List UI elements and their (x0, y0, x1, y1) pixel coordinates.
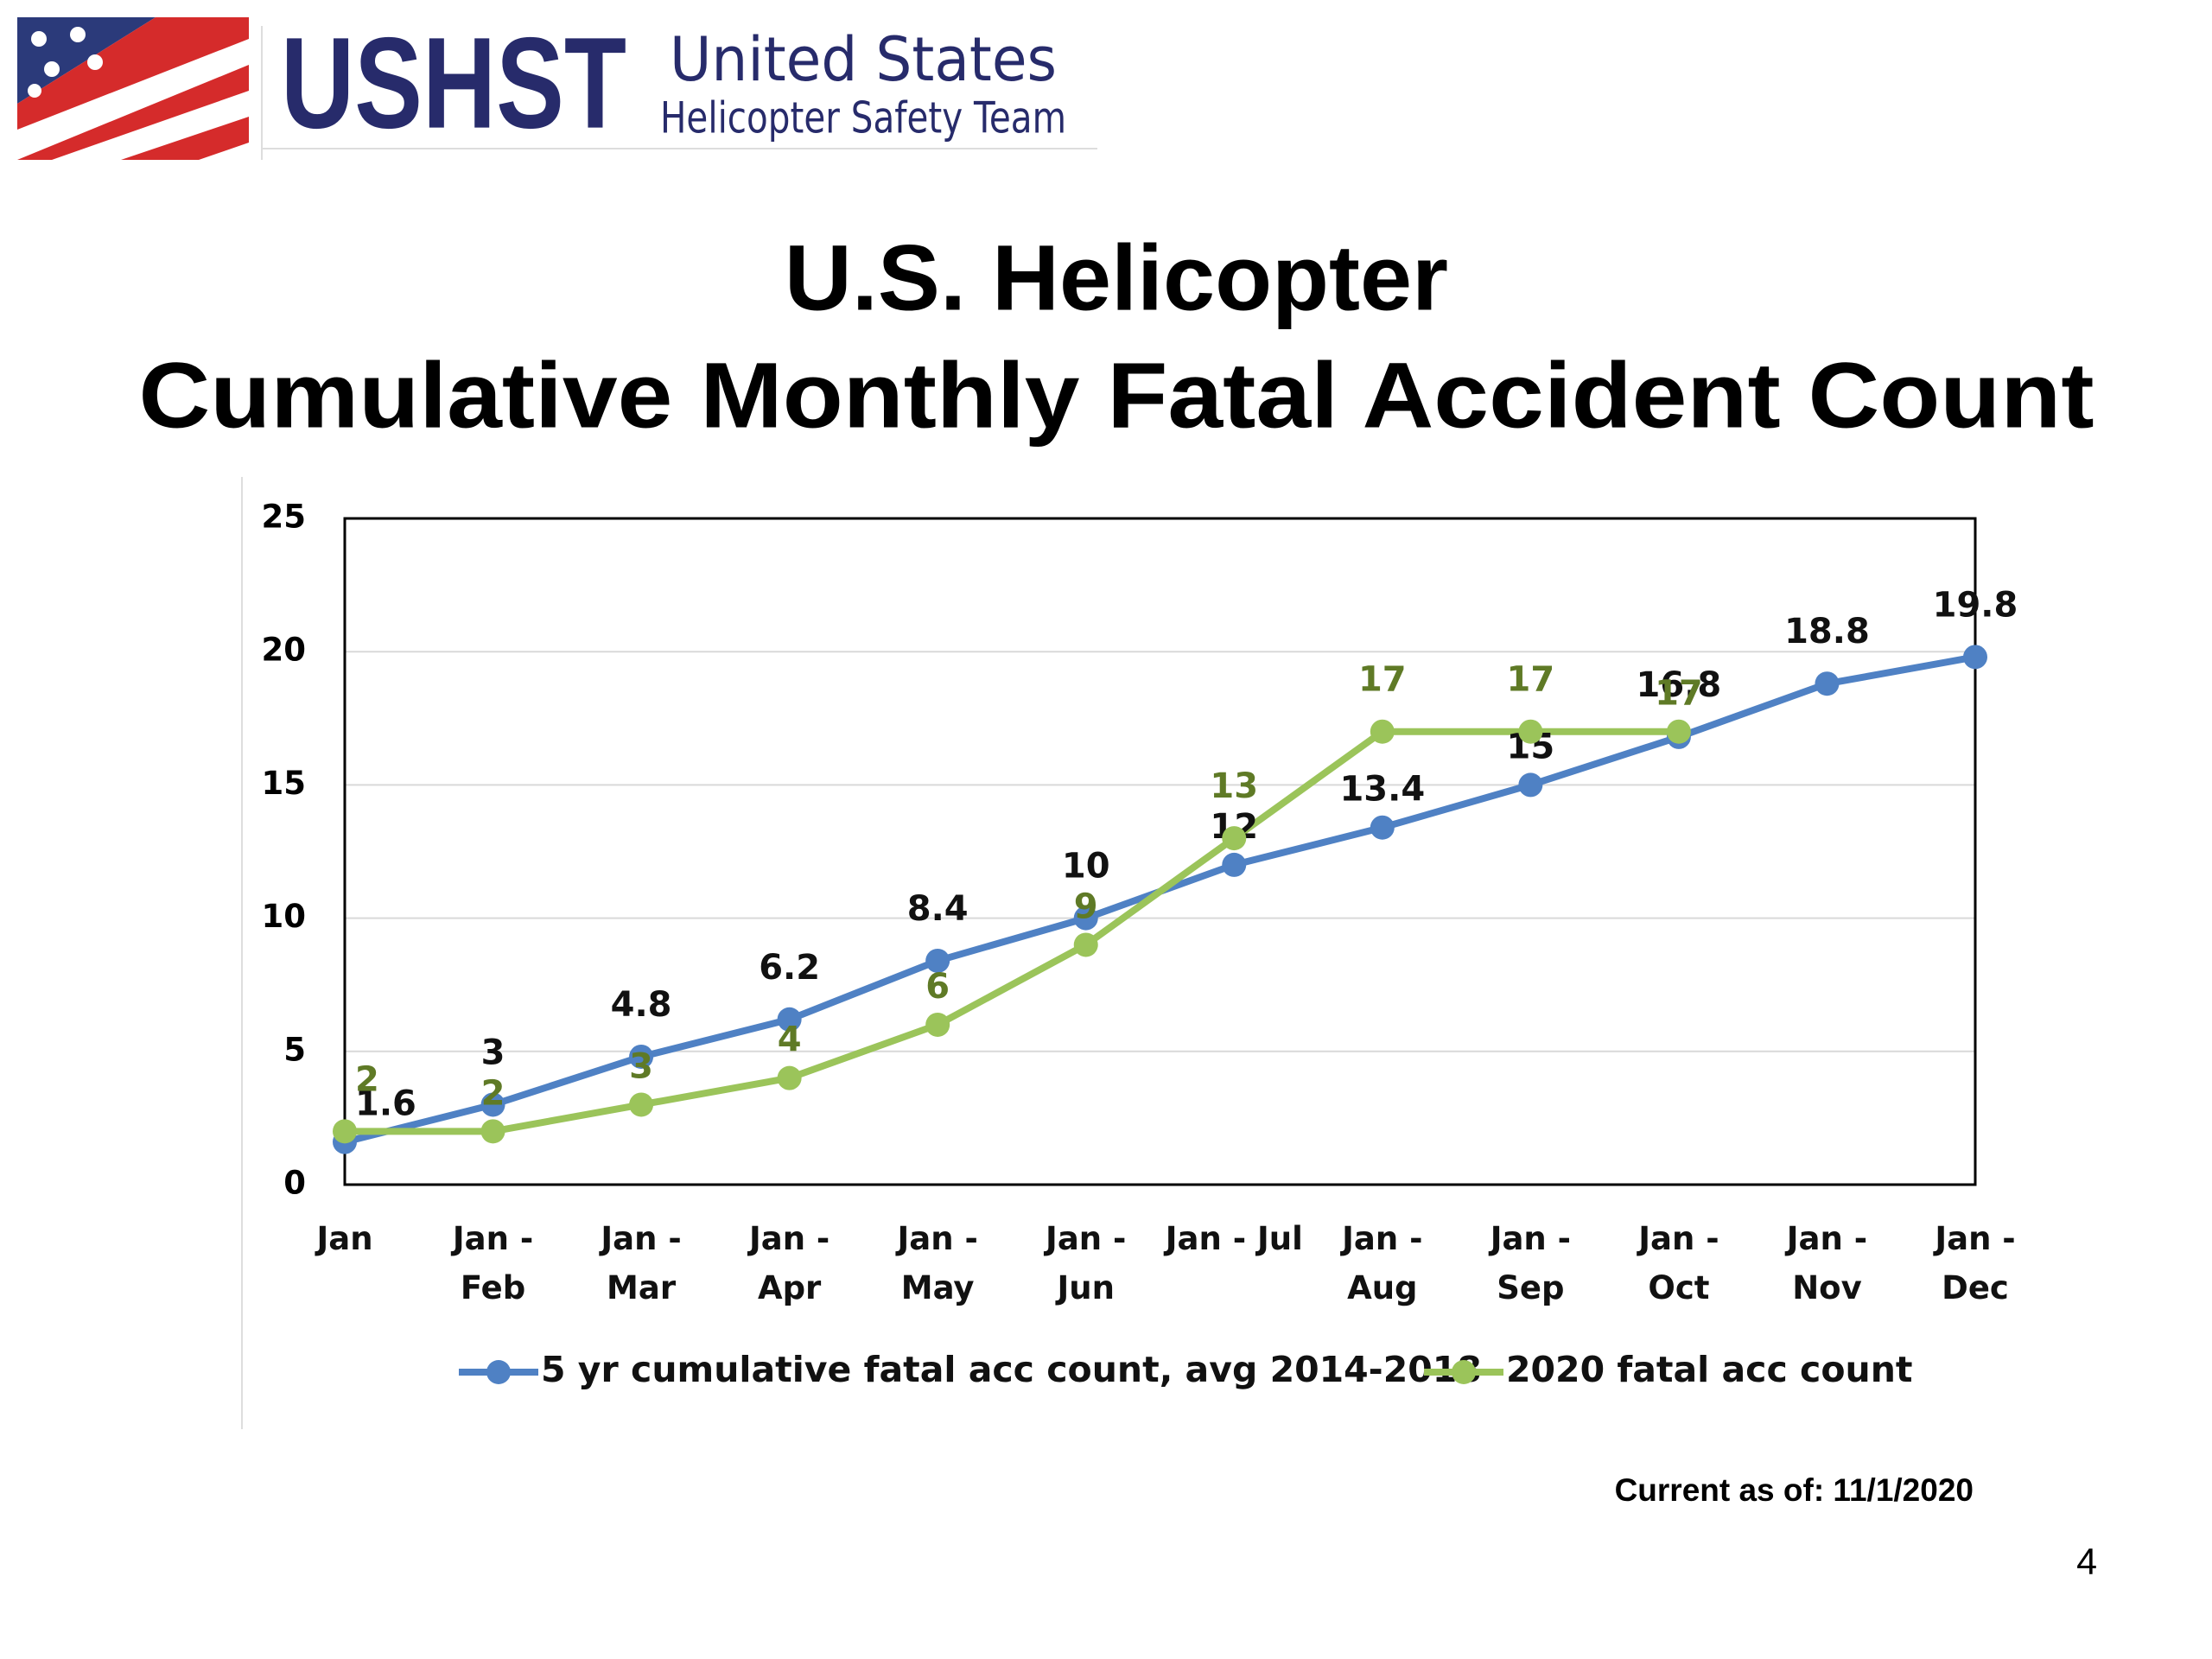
y-tick-label: 0 (283, 1165, 306, 1202)
logo: USHST (281, 10, 626, 156)
data-label: 3 (481, 1033, 505, 1072)
point (1222, 852, 1247, 877)
org-line2: Helicopter Safety Team (660, 93, 1066, 143)
data-label: 6 (925, 967, 950, 1007)
org-line1: United States (670, 24, 1057, 95)
flag (17, 17, 249, 160)
point (925, 1012, 950, 1037)
legend-label: 5 yr cumulative fatal acc count, avg 201… (541, 1349, 1482, 1390)
x-tick-label: Jan (316, 1220, 373, 1257)
footer-note: Current as of: 11/1/2020 (1615, 1472, 1974, 1508)
series-line (345, 728, 1679, 1135)
point (1518, 772, 1543, 798)
point (1518, 719, 1543, 744)
series-line (344, 653, 1976, 1146)
point (777, 1065, 802, 1090)
data-label: 6.2 (759, 948, 820, 988)
data-label: 10 (1062, 847, 1110, 887)
point (925, 948, 950, 973)
x-tick-label: Jan - Jun (1046, 1220, 1127, 1306)
data-label: 13 (1210, 766, 1258, 806)
point (777, 1007, 802, 1032)
point (1370, 815, 1395, 840)
chart-subtitle: Cumulative Monthly Fatal Accident Count (139, 343, 2094, 448)
legend-marker (1452, 1360, 1476, 1384)
legend-label: 2020 fatal acc count (1506, 1349, 1912, 1390)
x-tick-label: Jan - Jul (1165, 1220, 1303, 1257)
y-tick-label: 25 (262, 499, 307, 536)
data-label: 8.4 (907, 889, 969, 929)
data-label: 17 (1358, 660, 1407, 700)
y-tick-label: 10 (262, 898, 307, 935)
x-tick-label: Jan - Dec (1935, 1220, 2016, 1306)
data-label: 9 (1074, 887, 1098, 926)
page-number: 4 (2076, 1541, 2097, 1582)
point (1073, 906, 1098, 931)
data-label: 19.8 (1933, 585, 2018, 625)
point (1222, 826, 1247, 851)
x-tick-label: Jan - Mar (601, 1220, 682, 1306)
y-tick-label: 5 (283, 1031, 306, 1068)
data-label: 17 (1655, 674, 1703, 714)
data-label: 13.4 (1339, 770, 1425, 810)
data-label: 16.8 (1637, 665, 1722, 705)
data-label: 3 (629, 1046, 653, 1086)
point (333, 1119, 357, 1144)
point (1815, 671, 1840, 696)
plot-border (343, 517, 1977, 1186)
point (629, 1044, 654, 1069)
chart-title: U.S. Helicopter (785, 226, 1448, 330)
data-label: 1.6 (355, 1084, 416, 1124)
data-label: 4.8 (611, 985, 672, 1025)
point (1073, 932, 1098, 957)
x-tick-label: Jan - Feb (452, 1220, 534, 1306)
x-tick-label: Jan - Aug (1342, 1220, 1423, 1306)
point (1963, 645, 1987, 670)
data-label: 18.8 (1784, 612, 1870, 652)
data-label: 2 (355, 1059, 379, 1099)
x-tick-label: Jan - May (897, 1220, 978, 1306)
point (629, 1092, 654, 1117)
y-tick-label: 15 (262, 765, 307, 802)
point (480, 1119, 505, 1144)
x-tick-label: Jan - Apr (748, 1220, 830, 1306)
legend-marker (486, 1360, 511, 1384)
x-tick-label: Jan - Oct (1638, 1220, 1719, 1306)
data-label: 2 (481, 1073, 505, 1113)
point (1370, 719, 1395, 744)
y-tick-label: 20 (262, 632, 307, 669)
point (1666, 719, 1691, 744)
x-tick-label: Jan - Sep (1490, 1220, 1572, 1306)
data-label: 17 (1507, 660, 1555, 700)
data-label: 4 (778, 1020, 802, 1060)
x-tick-label: Jan - Nov (1786, 1220, 1868, 1306)
point (480, 1092, 505, 1117)
